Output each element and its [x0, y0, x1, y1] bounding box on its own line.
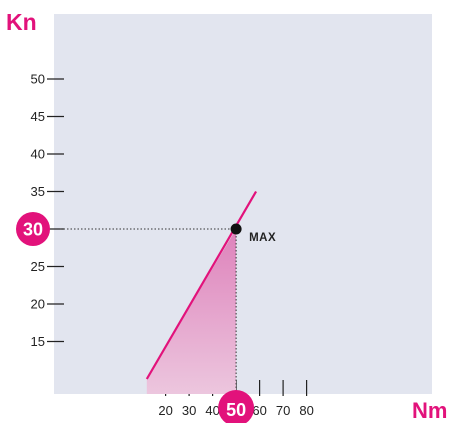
y-value-badge: 30	[16, 212, 50, 246]
x-tick-label-20: 20	[158, 403, 172, 418]
x-tick-label-80: 80	[299, 403, 313, 418]
y-tick-label-40: 40	[31, 147, 45, 162]
max-point	[230, 223, 242, 235]
series-line	[145, 190, 258, 380]
x-value-badge-circle	[218, 390, 255, 423]
plot-background	[54, 14, 432, 394]
y-tick-label-50: 50	[31, 72, 45, 87]
x-value-badge: 50	[218, 390, 255, 423]
area-under-line	[146, 229, 237, 394]
y-value-badge-text: 30	[23, 220, 43, 240]
max-label: MAX	[249, 232, 276, 244]
y-axis-title: Kn	[6, 9, 37, 35]
y-value-badge-circle	[16, 212, 50, 246]
y-tick-label-45: 45	[31, 109, 45, 124]
x-tick-label-70: 70	[276, 403, 290, 418]
x-tick-label-60: 60	[252, 403, 266, 418]
x-value-badge-text: 50	[226, 400, 246, 420]
x-tick-label-30: 30	[182, 403, 196, 418]
y-tick-label-20: 20	[31, 297, 45, 312]
y-tick-label-15: 15	[31, 334, 45, 349]
x-tick-label-40: 40	[205, 403, 219, 418]
y-tick-label-35: 35	[31, 184, 45, 199]
x-axis-title: Nm	[412, 398, 447, 423]
y-tick-label-25: 25	[31, 259, 45, 274]
